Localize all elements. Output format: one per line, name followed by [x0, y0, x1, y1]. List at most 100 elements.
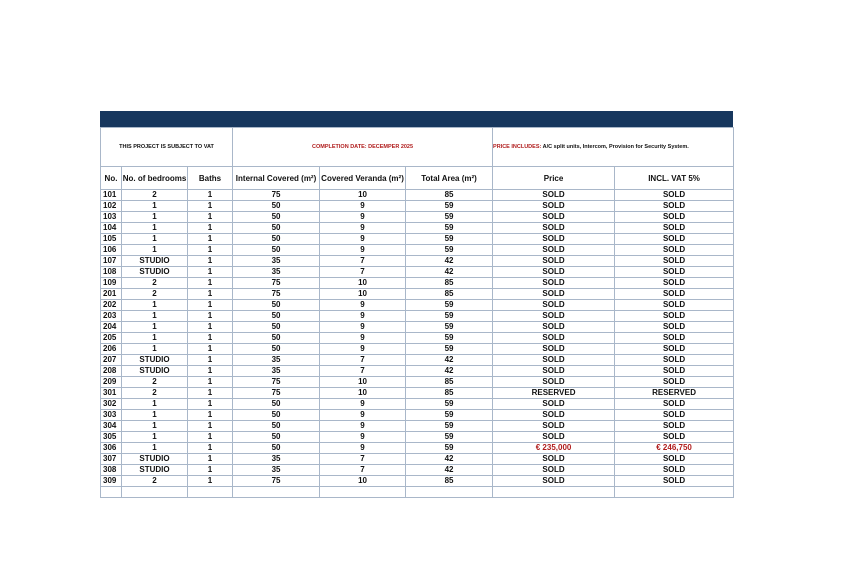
veranda-area: 9 [319, 343, 407, 355]
baths: 1 [186, 365, 234, 377]
table-row: 205 1 1 50 9 59 SOLD SOLD [100, 332, 735, 344]
internal-area: 50 [232, 299, 321, 311]
bedrooms: 1 [121, 398, 188, 410]
veranda-area: 7 [319, 365, 407, 377]
total-area: 42 [405, 266, 494, 278]
price-incl-vat: SOLD [614, 310, 735, 322]
internal-area: 50 [232, 343, 321, 355]
price: SOLD [492, 376, 616, 388]
bedrooms: 1 [121, 244, 188, 256]
total-area: 59 [405, 310, 494, 322]
veranda-area: 9 [319, 420, 407, 432]
unit-no: 102 [100, 200, 122, 212]
unit-no: 306 [100, 442, 122, 454]
table-row: 302 1 1 50 9 59 SOLD SOLD [100, 398, 735, 410]
table-row: 202 1 1 50 9 59 SOLD SOLD [100, 299, 735, 311]
internal-area: 35 [232, 464, 321, 476]
baths: 1 [186, 332, 234, 344]
total-area: 85 [405, 277, 494, 289]
unit-no: 209 [100, 376, 122, 388]
total-area: 42 [405, 354, 494, 366]
baths: 1 [186, 299, 234, 311]
table-row: 207 STUDIO 1 35 7 42 SOLD SOLD [100, 354, 735, 366]
price-incl-vat: SOLD [614, 244, 735, 256]
baths: 1 [186, 189, 234, 201]
table-row: 106 1 1 50 9 59 SOLD SOLD [100, 244, 735, 256]
total-area: 59 [405, 431, 494, 443]
price: SOLD [492, 398, 616, 410]
internal-area: 50 [232, 244, 321, 256]
bedrooms: 1 [121, 420, 188, 432]
price-includes-text: A/C split units, Intercom, Provision for… [541, 143, 689, 150]
internal-area: 50 [232, 420, 321, 432]
internal-area: 75 [232, 288, 321, 300]
price-incl-vat: SOLD [614, 332, 735, 344]
total-area: 59 [405, 398, 494, 410]
total-area: 59 [405, 420, 494, 432]
veranda-area: 10 [319, 189, 407, 201]
unit-no: 304 [100, 420, 122, 432]
empty-cell [121, 486, 188, 498]
price: SOLD [492, 200, 616, 212]
price-incl-vat: SOLD [614, 431, 735, 443]
price-incl-vat: SOLD [614, 321, 735, 333]
internal-area: 35 [232, 365, 321, 377]
baths: 1 [186, 200, 234, 212]
unit-no: 302 [100, 398, 122, 410]
total-area: 85 [405, 288, 494, 300]
price: SOLD [492, 464, 616, 476]
baths: 1 [186, 277, 234, 289]
table-row: 204 1 1 50 9 59 SOLD SOLD [100, 321, 735, 333]
total-area: 85 [405, 475, 494, 487]
price-incl-vat: SOLD [614, 255, 735, 267]
baths: 1 [186, 453, 234, 465]
table-row: 306 1 1 50 9 59 € 235,000 € 246,750 [100, 442, 735, 454]
price-incl-vat: SOLD [614, 200, 735, 212]
internal-area: 50 [232, 222, 321, 234]
bedrooms: STUDIO [121, 266, 188, 278]
table-row: 101 2 1 75 10 85 SOLD SOLD [100, 189, 735, 201]
internal-area: 50 [232, 310, 321, 322]
total-area: 59 [405, 321, 494, 333]
bedrooms: STUDIO [121, 464, 188, 476]
bedrooms: STUDIO [121, 365, 188, 377]
baths: 1 [186, 376, 234, 388]
price-incl-vat: SOLD [614, 354, 735, 366]
baths: 1 [186, 222, 234, 234]
unit-no: 206 [100, 343, 122, 355]
unit-no: 204 [100, 321, 122, 333]
baths: 1 [186, 475, 234, 487]
price-incl-vat: SOLD [614, 211, 735, 223]
veranda-area: 7 [319, 453, 407, 465]
price-incl-vat: SOLD [614, 288, 735, 300]
veranda-area: 10 [319, 277, 407, 289]
veranda-area: 10 [319, 288, 407, 300]
header-price: Price [492, 166, 616, 190]
price: SOLD [492, 343, 616, 355]
veranda-area: 7 [319, 464, 407, 476]
header-vat: INCL. VAT 5% [614, 166, 735, 190]
table-row: 206 1 1 50 9 59 SOLD SOLD [100, 343, 735, 355]
baths: 1 [186, 387, 234, 399]
price: SOLD [492, 255, 616, 267]
header-veranda: Covered Veranda (m²) [319, 166, 407, 190]
table-row: 208 STUDIO 1 35 7 42 SOLD SOLD [100, 365, 735, 377]
empty-cell [232, 486, 321, 498]
unit-no: 301 [100, 387, 122, 399]
price-incl-vat: SOLD [614, 398, 735, 410]
table-row: 304 1 1 50 9 59 SOLD SOLD [100, 420, 735, 432]
unit-no: 305 [100, 431, 122, 443]
table-row: 105 1 1 50 9 59 SOLD SOLD [100, 233, 735, 245]
price: SOLD [492, 409, 616, 421]
table-row: 309 2 1 75 10 85 SOLD SOLD [100, 475, 735, 487]
baths: 1 [186, 409, 234, 421]
internal-area: 75 [232, 189, 321, 201]
bedrooms: 1 [121, 442, 188, 454]
price: SOLD [492, 277, 616, 289]
price-incl-vat: SOLD [614, 475, 735, 487]
price-incl-vat: SOLD [614, 233, 735, 245]
table-row: 203 1 1 50 9 59 SOLD SOLD [100, 310, 735, 322]
header-no: No. [100, 166, 122, 190]
price: SOLD [492, 288, 616, 300]
table-row: 102 1 1 50 9 59 SOLD SOLD [100, 200, 735, 212]
